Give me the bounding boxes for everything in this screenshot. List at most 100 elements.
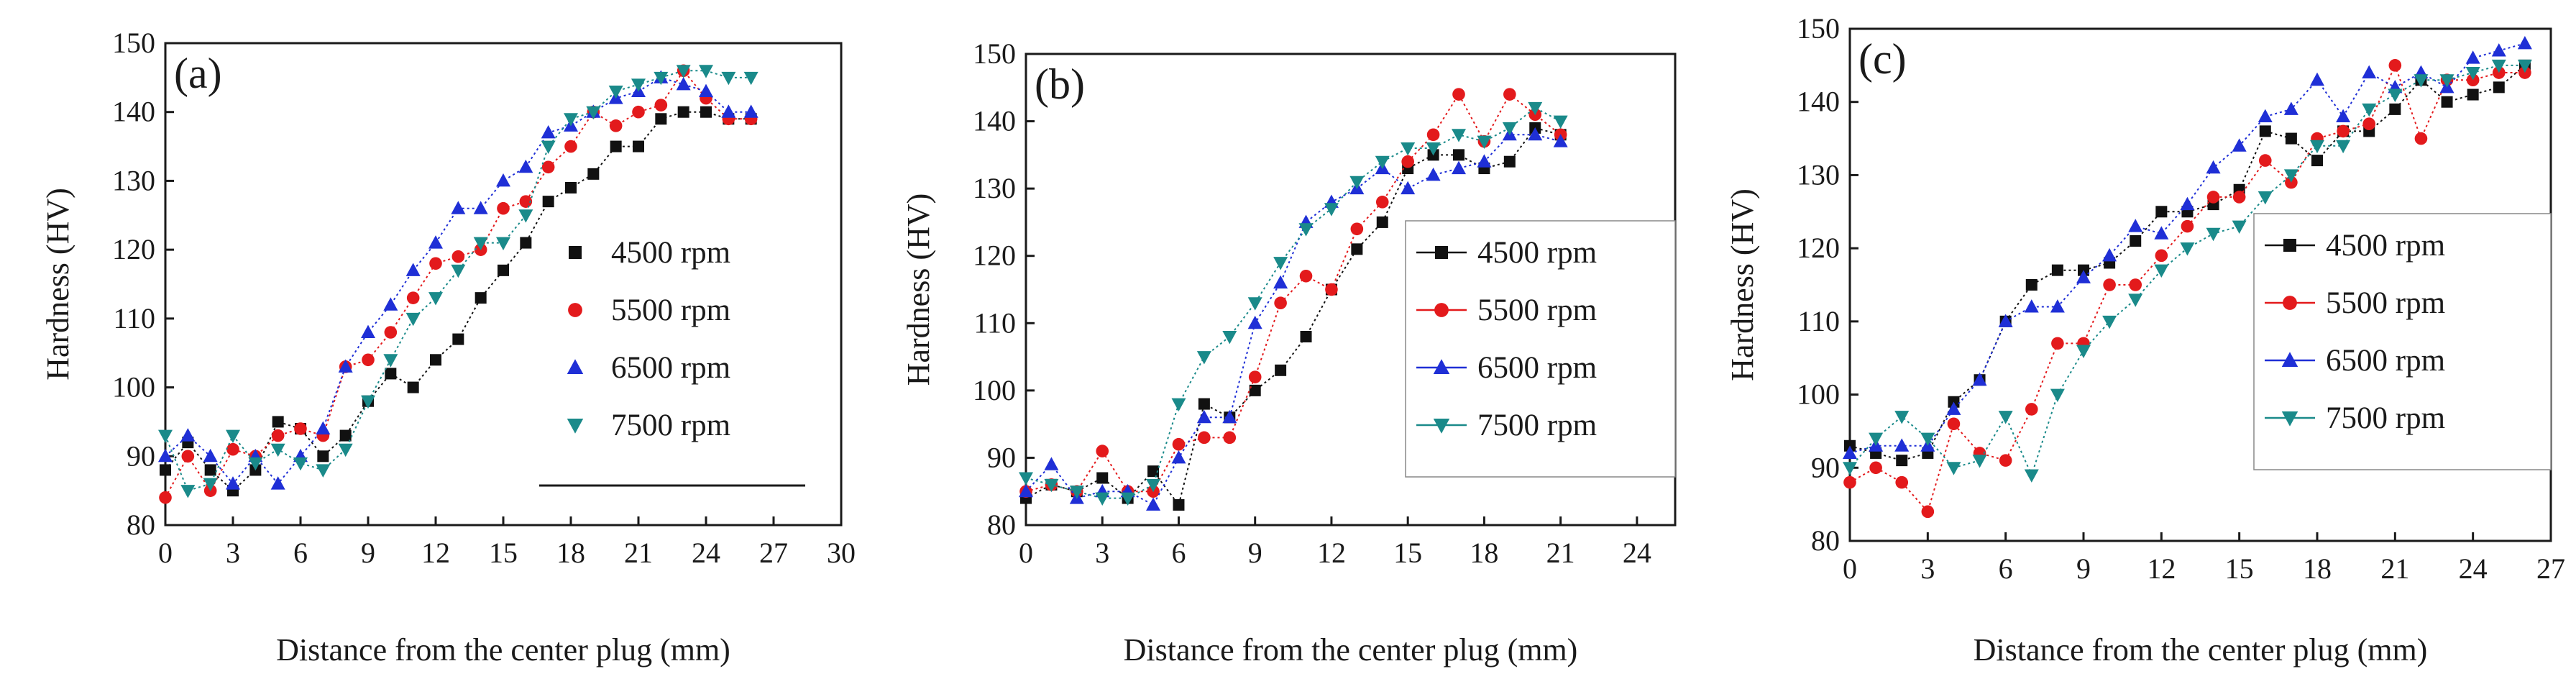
x-tick-label: 12 [2147,552,2176,585]
data-point [1843,445,1857,459]
x-tick-label: 0 [158,537,173,569]
data-point [1096,472,1109,484]
x-tick-label: 9 [1248,537,1262,569]
data-point [2181,219,2194,233]
data-point [2206,191,2220,204]
data-point [1401,155,1414,168]
data-point [1300,331,1312,342]
series-7500-rpm [158,65,758,498]
data-point [1401,181,1416,195]
data-point [452,333,464,345]
y-tick-label: 130 [112,164,155,196]
data-point [428,235,443,249]
data-point [1044,457,1059,470]
data-point [700,106,712,118]
data-point [338,359,353,373]
series-line [1025,134,1561,506]
y-tick-label: 80 [1811,524,1840,557]
data-point [2024,299,2039,313]
data-point [1528,127,1543,141]
data-point [2283,101,2298,115]
legend: 4500 rpm 5500 rpm 6500 rpm 7500 rpm [2253,213,2552,470]
data-point [1401,142,1416,156]
data-point [2493,81,2505,94]
data-point [2102,315,2117,329]
data-point [1895,475,1909,489]
data-point [384,326,398,339]
panel-label: (a) [174,50,222,97]
data-point [1972,372,1987,386]
data-point [1999,454,2012,467]
data-point [1503,155,1516,168]
data-point [654,99,668,111]
data-point [1173,498,1185,511]
x-tick-label: 12 [1317,537,1346,569]
data-point [1196,409,1211,424]
data-point [2155,206,2168,218]
x-tick-label: 3 [226,537,240,569]
data-point [1375,155,1390,170]
data-point [1095,492,1110,506]
data-point [1946,401,1961,415]
y-tick-label: 110 [1797,305,1840,337]
y-tick-label: 140 [973,105,1016,137]
x-tick-label: 24 [2459,552,2488,585]
data-point [158,429,173,443]
data-point [2283,169,2298,183]
data-point [496,173,510,187]
data-point [248,457,263,471]
y-tick-label: 80 [127,509,155,541]
data-point [2336,140,2351,154]
legend-marker [567,359,584,374]
y-tick-label: 140 [1797,86,1840,118]
data-point [2310,140,2324,154]
legend-marker [2281,352,2298,367]
data-point [1273,257,1288,270]
data-point [203,448,218,463]
data-point [1452,88,1465,101]
data-point [1324,203,1339,217]
data-point [383,297,398,311]
y-tick-label: 140 [112,96,155,128]
data-point [1222,331,1237,345]
legend-label: 5500 rpm [1477,293,1597,327]
x-tick-label: 0 [1843,552,1857,585]
data-point [610,140,622,152]
x-tick-label: 30 [827,537,856,569]
data-point [2129,278,2142,291]
data-point [2465,50,2480,64]
legend-label: 4500 rpm [611,236,730,270]
x-tick-label: 18 [2303,552,2332,585]
data-point [2050,388,2065,402]
legend-marker [569,246,582,259]
data-point [226,476,240,490]
data-point [1452,160,1466,175]
data-point [204,464,216,476]
series-7500-rpm [1019,101,1568,506]
data-point [2232,220,2247,234]
legend-label: 7500 rpm [1477,409,1597,442]
legend-marker [2281,411,2298,427]
data-point [2232,138,2247,152]
data-point [405,312,421,327]
data-point [2414,132,2428,145]
data-point [383,354,398,368]
data-point [1426,142,1441,156]
data-point [1894,438,1910,452]
data-point [2102,247,2117,262]
data-point [293,457,308,471]
x-tick-label: 3 [1920,552,1935,585]
data-point [1120,492,1135,506]
data-point [519,195,533,208]
data-point [2311,155,2323,167]
y-tick-label: 120 [112,233,155,265]
data-point [2389,103,2401,115]
legend-label: 7500 rpm [611,409,730,442]
data-point [2155,249,2168,263]
data-point [1198,431,1211,445]
data-point [430,354,441,366]
data-point [271,429,285,442]
data-point [1222,409,1237,424]
data-point [1477,154,1492,168]
